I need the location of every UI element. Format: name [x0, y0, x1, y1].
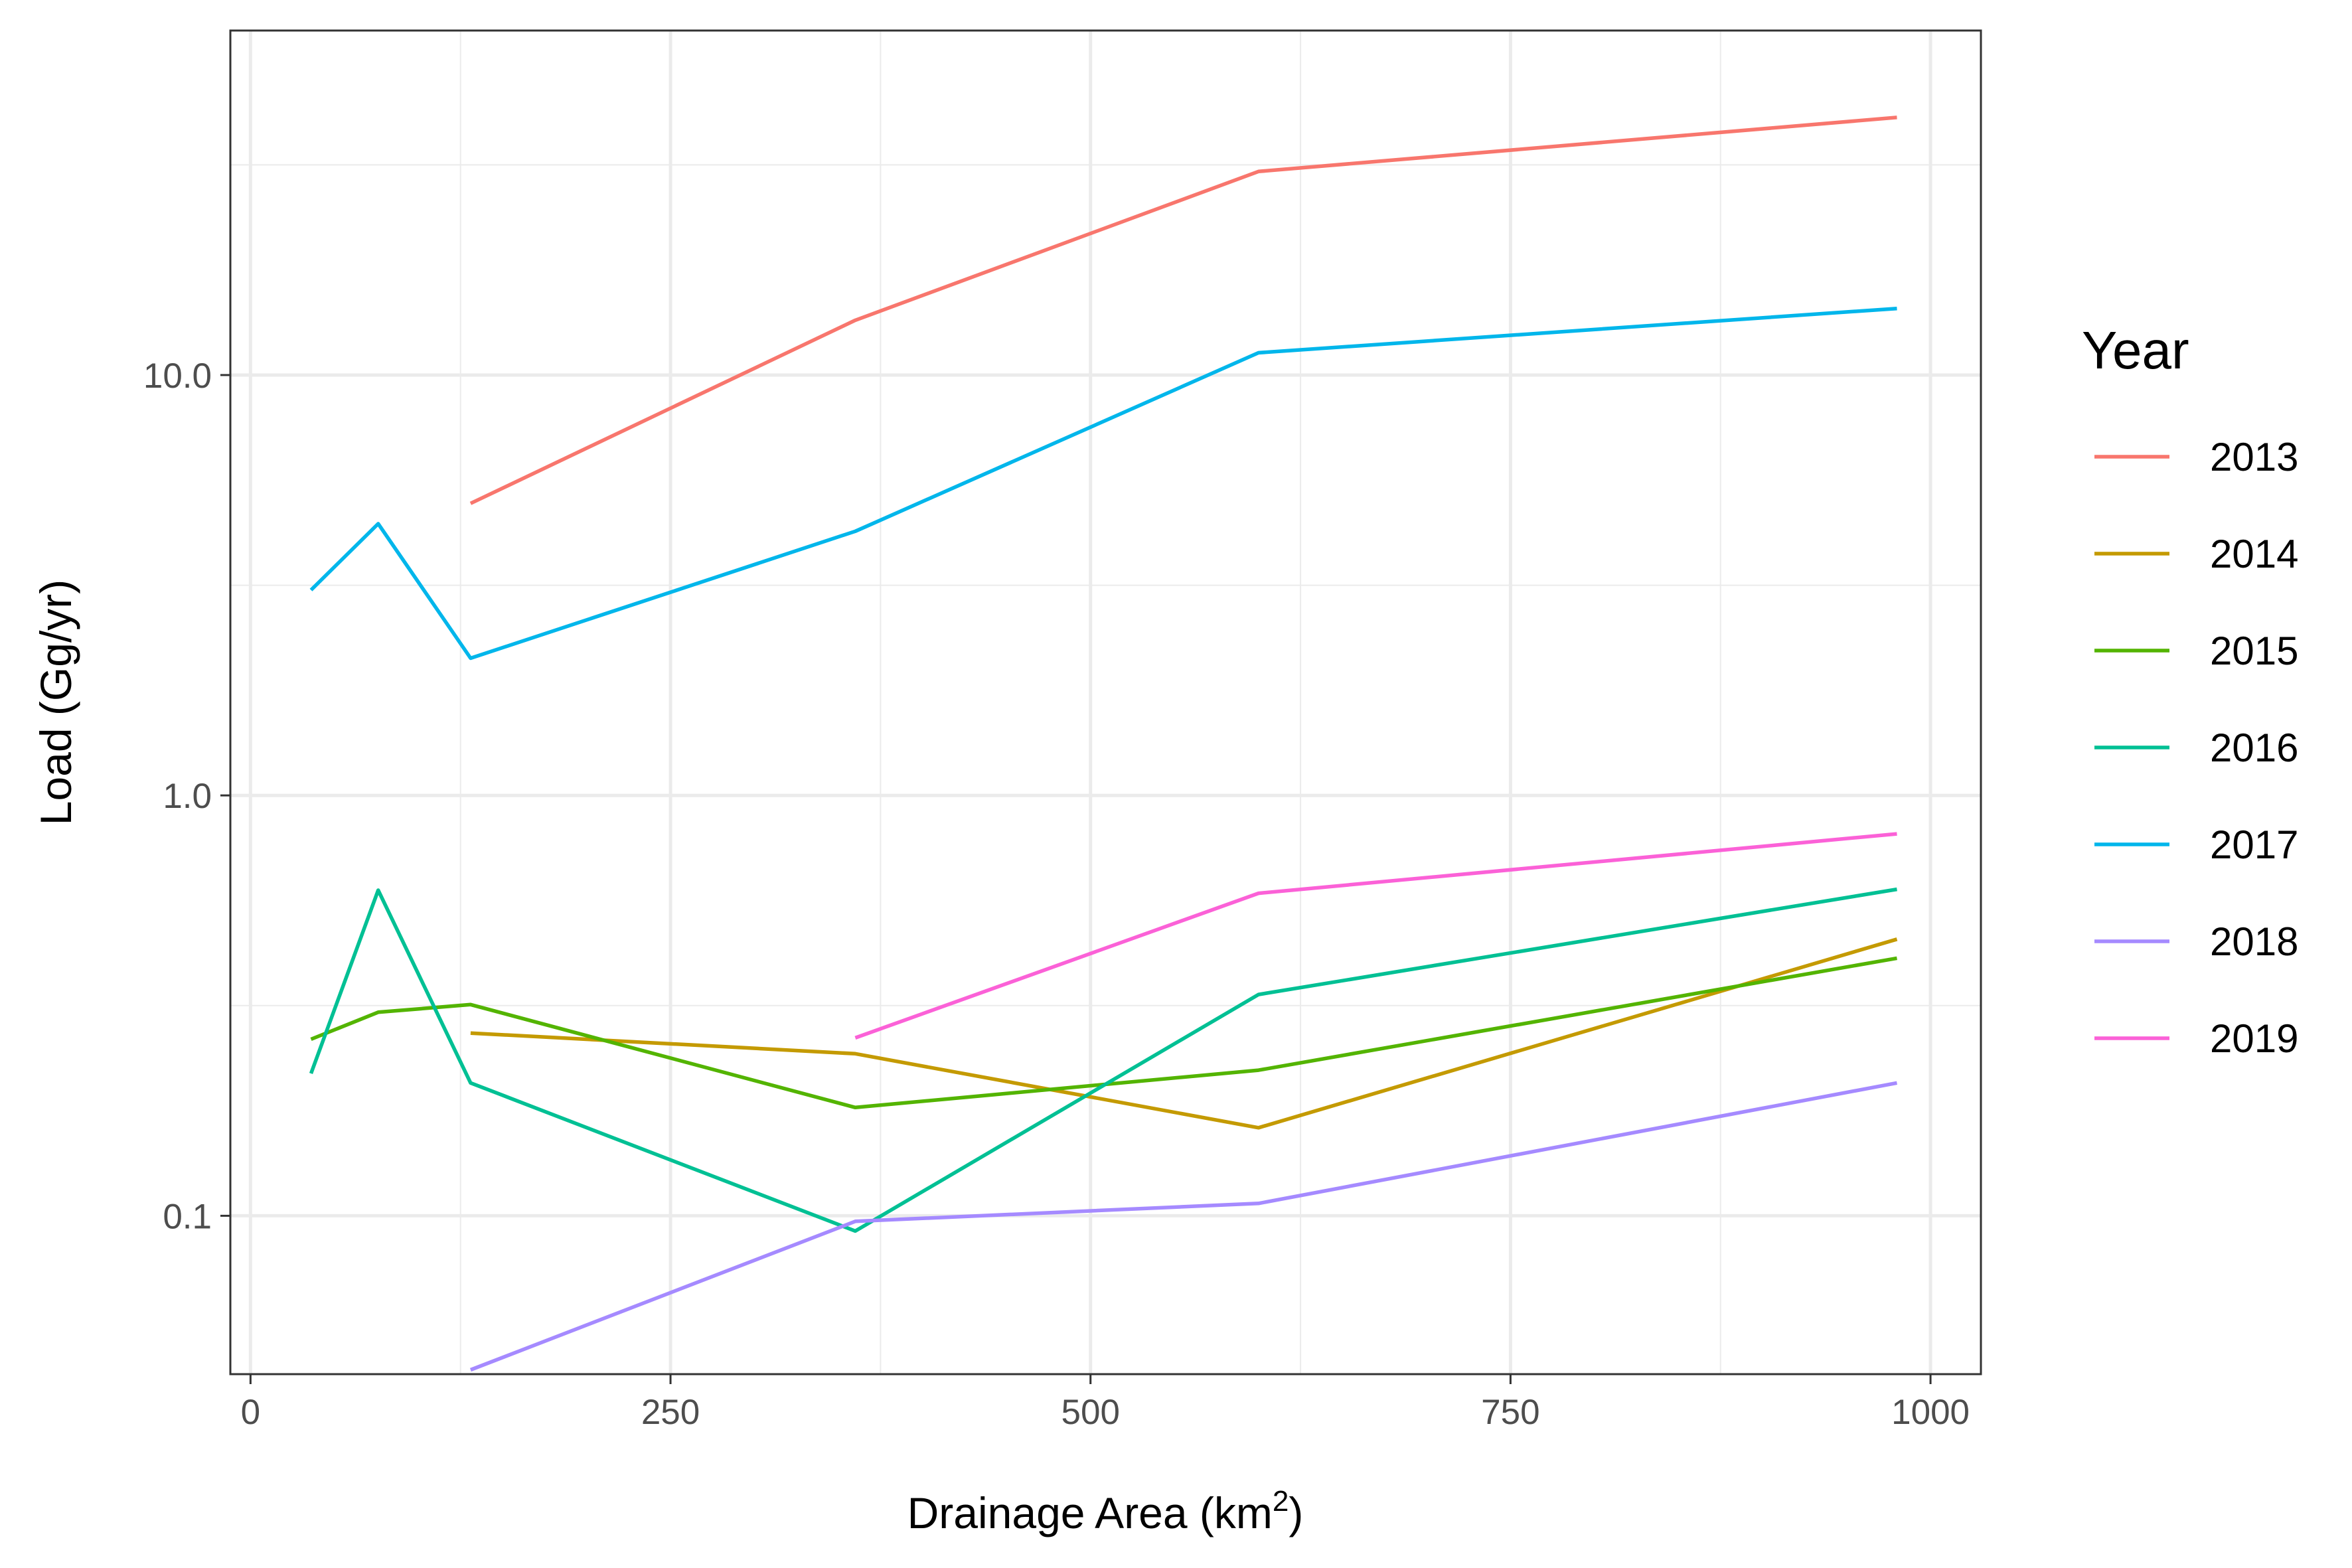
legend: Year 2013 2014 2015 2016 2017 2018 2019: [2082, 321, 2298, 1061]
series-line-2016: [309, 887, 1897, 1233]
x-axis-ticks: 0 250 500 750 1000: [241, 1374, 1970, 1432]
series-line-2018: [469, 1081, 1898, 1372]
legend-keys: 2013 2014 2015 2016 2017 2018 2019: [2094, 435, 2298, 1061]
x-tick-label: 500: [1061, 1393, 1120, 1432]
x-axis-title-suffix: ): [1289, 1488, 1303, 1537]
y-tick-label: 0.1: [163, 1197, 212, 1236]
x-tick-label: 0: [241, 1393, 260, 1432]
x-axis-title-superscript: 2: [1273, 1485, 1289, 1518]
x-axis-title-main: Drainage Area (km: [907, 1488, 1273, 1537]
y-axis-ticks: 0.1 1.0 10.0: [143, 356, 230, 1236]
x-tick-label: 750: [1481, 1393, 1539, 1432]
x-tick-label: 250: [641, 1393, 700, 1432]
series-line-2015: [310, 956, 1897, 1110]
series-line-2019: [854, 832, 1897, 1040]
series-line-2017: [309, 306, 1897, 661]
legend-label-2013: 2013: [2210, 435, 2298, 479]
series-line-2013: [469, 116, 1897, 505]
plot-panel-border: [229, 29, 1982, 1375]
y-axis-title: Load (Gg/yr): [31, 580, 80, 825]
legend-label-2015: 2015: [2210, 629, 2298, 673]
minor-gridlines: [230, 31, 1981, 1374]
x-tick-label: 1000: [1891, 1393, 1970, 1432]
series-lines: [309, 116, 1898, 1372]
legend-label-2014: 2014: [2210, 532, 2298, 576]
x-axis-title: Drainage Area (km2): [907, 1485, 1304, 1537]
major-gridlines: [230, 31, 1981, 1374]
legend-label-2018: 2018: [2210, 919, 2298, 964]
y-tick-label: 10.0: [143, 356, 212, 396]
legend-title: Year: [2082, 321, 2189, 380]
plot-panel: [230, 31, 1981, 1374]
legend-label-2019: 2019: [2210, 1016, 2298, 1061]
series-line-2014: [470, 937, 1898, 1130]
legend-label-2016: 2016: [2210, 726, 2298, 770]
y-tick-label: 1.0: [163, 777, 212, 816]
legend-label-2017: 2017: [2210, 823, 2298, 867]
